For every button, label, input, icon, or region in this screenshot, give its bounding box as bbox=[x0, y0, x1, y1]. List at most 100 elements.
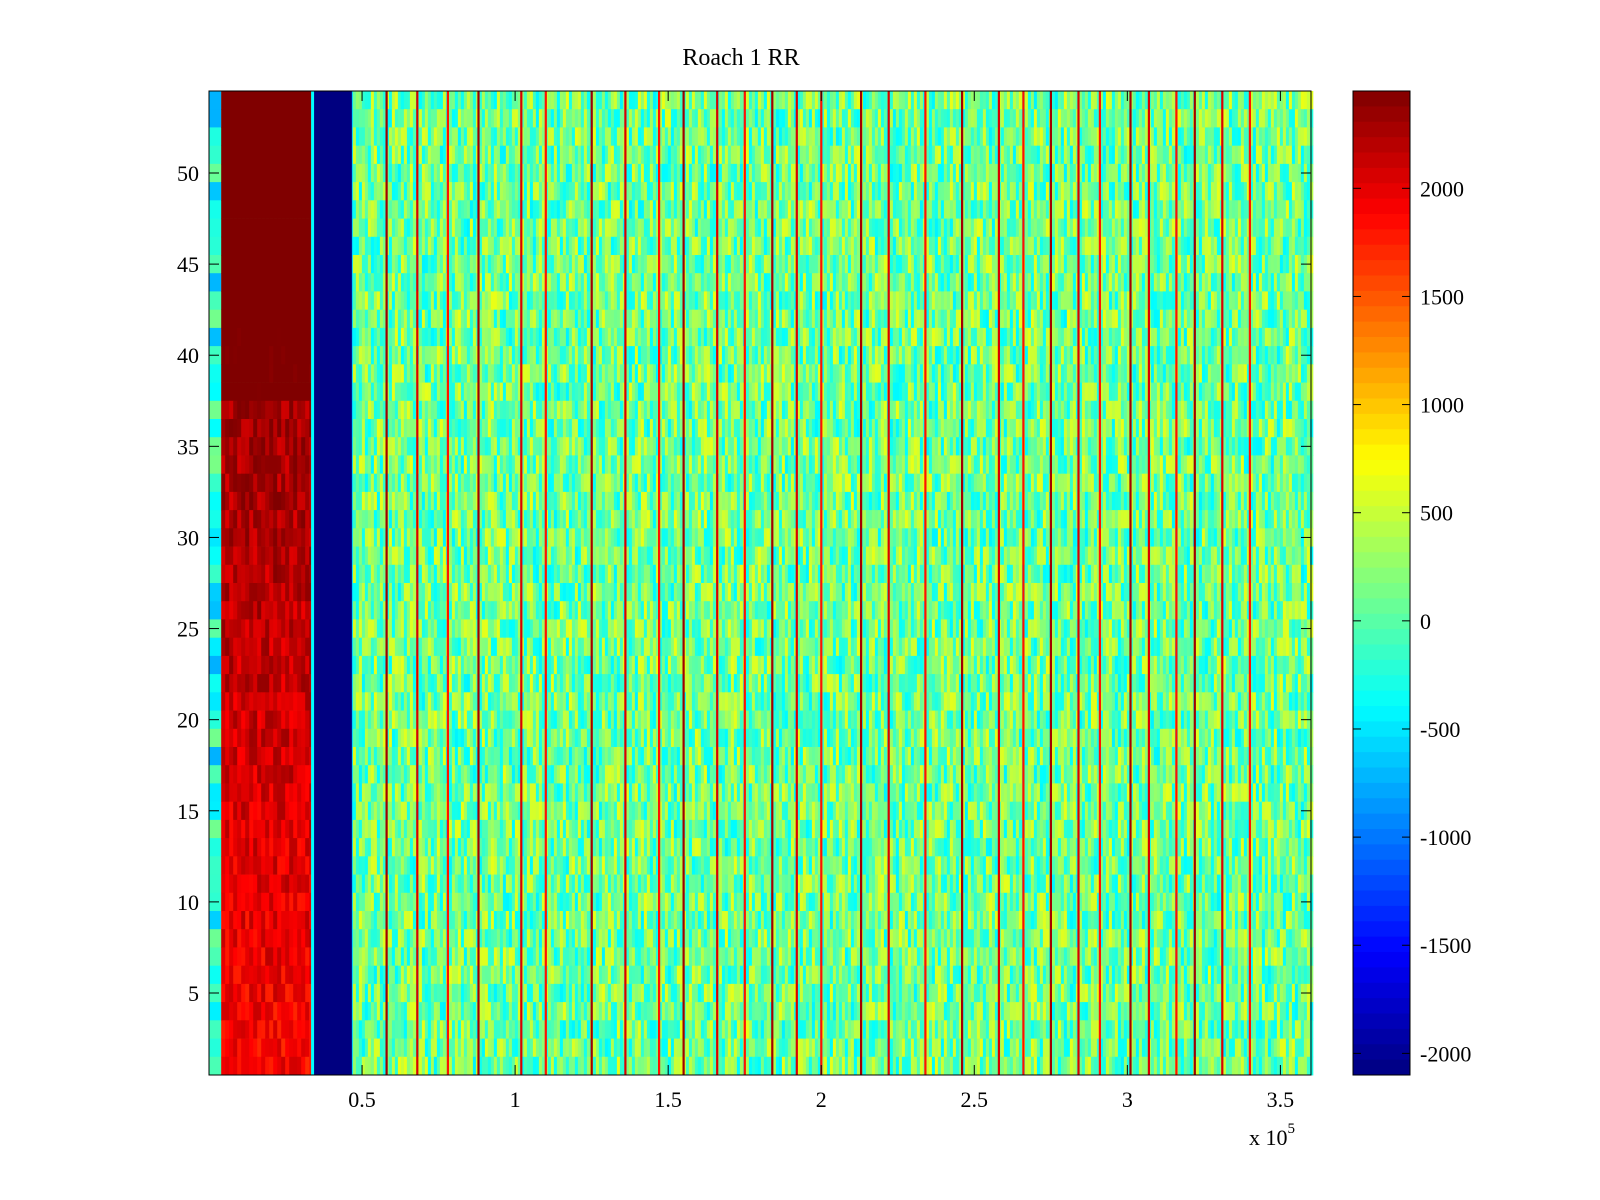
heatmap-cell bbox=[277, 983, 282, 1003]
heatmap-cell bbox=[273, 546, 278, 566]
heatmap-cell bbox=[1039, 273, 1044, 292]
heatmap-cell bbox=[700, 109, 705, 128]
heatmap-cell bbox=[421, 218, 426, 238]
heatmap-cell bbox=[370, 291, 375, 311]
heatmap-cell bbox=[273, 692, 278, 711]
heatmap-cell bbox=[269, 856, 274, 875]
heatmap-cell bbox=[646, 145, 651, 165]
heatmap-cell bbox=[553, 145, 558, 165]
heatmap-cell bbox=[269, 783, 274, 803]
heatmap-cell bbox=[1258, 91, 1263, 110]
heatmap-cell bbox=[1135, 255, 1140, 274]
heatmap-cell bbox=[595, 200, 600, 219]
heatmap-cell bbox=[1114, 273, 1119, 292]
heatmap-cell bbox=[643, 182, 648, 201]
heatmap-cell bbox=[484, 91, 489, 110]
heatmap-cell bbox=[229, 400, 234, 420]
heatmap-cell bbox=[229, 127, 234, 147]
heatmap-cell bbox=[400, 273, 405, 292]
heatmap-cell bbox=[285, 491, 290, 511]
heatmap-cell bbox=[225, 819, 230, 839]
heatmap-cell bbox=[712, 145, 717, 165]
heatmap-cell bbox=[1150, 200, 1155, 219]
heatmap-cell bbox=[257, 1038, 262, 1058]
heatmap-cell bbox=[883, 182, 888, 201]
heatmap-cell bbox=[301, 819, 306, 839]
heatmap-cell bbox=[277, 255, 282, 274]
heatmap-cell bbox=[1135, 109, 1140, 128]
heatmap-cell bbox=[1027, 218, 1032, 238]
heatmap-cell bbox=[613, 273, 618, 292]
heatmap-cell bbox=[1279, 145, 1284, 165]
heatmap-cell bbox=[1225, 218, 1230, 238]
heatmap-cell bbox=[1204, 255, 1209, 274]
heatmap-cell bbox=[1105, 218, 1110, 238]
heatmap-cell bbox=[273, 91, 278, 110]
heatmap-cell bbox=[427, 200, 432, 219]
heatmap-cell bbox=[964, 145, 969, 165]
heatmap-cell bbox=[1093, 182, 1098, 201]
heatmap-cell bbox=[1072, 273, 1077, 292]
heatmap-cell bbox=[257, 346, 262, 365]
heatmap-cell bbox=[1081, 255, 1086, 274]
heatmap-cell bbox=[469, 182, 474, 201]
heatmap-cell bbox=[952, 218, 957, 238]
heatmap-cell bbox=[1222, 109, 1227, 128]
heatmap-cell bbox=[676, 127, 681, 147]
heatmap-cell bbox=[265, 91, 270, 110]
heatmap-cell bbox=[1258, 163, 1263, 183]
heatmap-cell bbox=[460, 273, 465, 292]
heatmap-cell bbox=[520, 163, 525, 183]
heatmap-cell bbox=[221, 309, 226, 329]
heatmap-cell bbox=[796, 182, 801, 201]
heatmap-cell bbox=[1294, 218, 1299, 238]
heatmap-cell bbox=[649, 236, 654, 256]
heatmap-cell bbox=[865, 200, 870, 219]
heatmap-cell bbox=[1207, 109, 1212, 128]
heatmap-cell bbox=[1036, 236, 1041, 256]
heatmap-cell bbox=[1042, 182, 1047, 201]
heatmap-cell bbox=[225, 710, 230, 730]
heatmap-cell bbox=[871, 109, 876, 128]
heatmap-cell bbox=[391, 200, 396, 219]
heatmap-cell bbox=[994, 127, 999, 147]
heatmap-cell bbox=[305, 637, 310, 657]
heatmap-cell bbox=[1294, 255, 1299, 274]
heatmap-cell bbox=[1117, 145, 1122, 165]
heatmap-cell bbox=[760, 145, 765, 165]
heatmap-cell bbox=[237, 747, 242, 766]
heatmap-cell bbox=[751, 91, 756, 110]
heatmap-cell bbox=[249, 400, 254, 420]
heatmap-cell bbox=[580, 255, 585, 274]
heatmap-cell bbox=[1201, 91, 1206, 110]
heatmap-cell bbox=[862, 163, 867, 183]
heatmap-cell bbox=[721, 163, 726, 183]
heatmap-cell bbox=[931, 255, 936, 274]
heatmap-cell bbox=[916, 200, 921, 219]
heatmap-cell bbox=[370, 273, 375, 292]
heatmap-cell bbox=[1249, 236, 1254, 256]
heatmap-cell bbox=[685, 218, 690, 238]
heatmap-cell bbox=[730, 273, 735, 292]
heatmap-cell bbox=[850, 127, 855, 147]
heatmap-cell bbox=[1258, 127, 1263, 147]
heatmap-cell bbox=[277, 236, 282, 256]
heatmap-cell bbox=[1243, 91, 1248, 110]
heatmap-cell bbox=[1093, 200, 1098, 219]
heatmap-cell bbox=[1282, 127, 1287, 147]
heatmap-cell bbox=[1183, 109, 1188, 128]
heatmap-cell bbox=[1267, 163, 1272, 183]
heatmap-cell bbox=[373, 236, 378, 256]
heatmap-cell bbox=[892, 91, 897, 110]
heatmap-cell bbox=[454, 109, 459, 128]
heatmap-cell bbox=[355, 91, 360, 110]
heatmap-cell bbox=[245, 655, 250, 675]
heatmap-cell bbox=[952, 236, 957, 256]
heatmap-cell bbox=[772, 182, 777, 201]
heatmap-cell bbox=[1264, 109, 1269, 128]
heatmap-cell bbox=[778, 145, 783, 165]
heatmap-cell bbox=[1180, 127, 1185, 147]
heatmap-cell bbox=[1135, 182, 1140, 201]
heatmap-cell bbox=[1063, 127, 1068, 147]
heatmap-cell bbox=[1186, 255, 1191, 274]
